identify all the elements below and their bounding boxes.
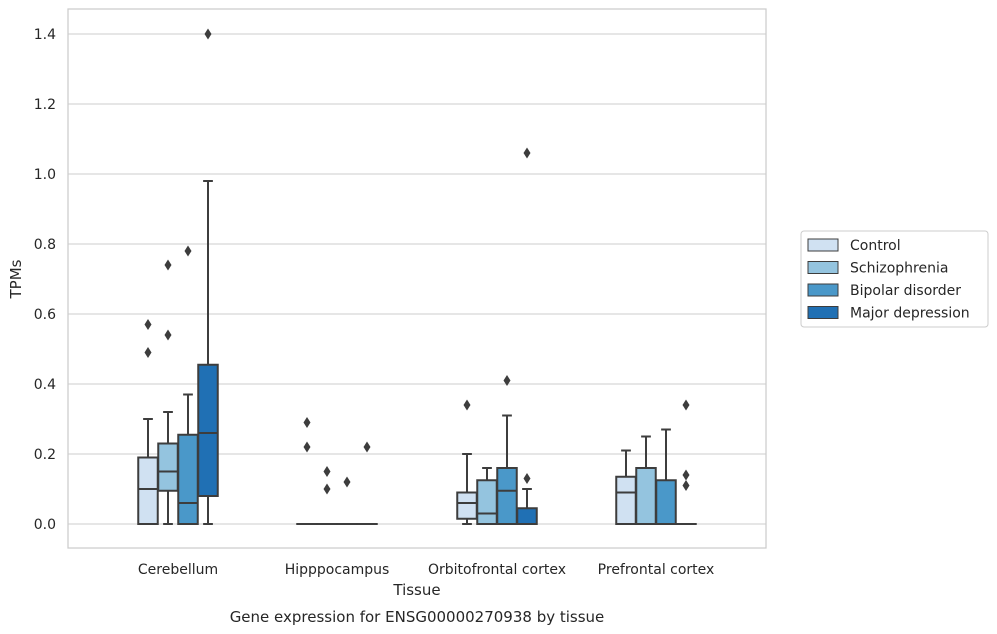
- box-1-3: [177, 245, 199, 525]
- outlier-point: [144, 319, 152, 330]
- y-tick-label: 0.8: [34, 237, 56, 253]
- legend-label: Schizophrenia: [850, 261, 948, 277]
- x-axis-label: Tissue: [392, 581, 440, 599]
- y-tick-label: 0.4: [34, 377, 56, 393]
- legend-frame: [800, 230, 989, 328]
- outlier-point: [144, 347, 152, 358]
- y-tick-labels: 0.0 0.2 0.4 0.6 0.8 1.0 1.2 1.4: [34, 27, 56, 533]
- box-body: [157, 442, 179, 492]
- legend-label: Control: [850, 238, 901, 254]
- legend-label: Bipolar disorder: [850, 283, 961, 299]
- box-4-2: [635, 435, 657, 525]
- outlier-point: [204, 28, 212, 40]
- box-2-3: [336, 476, 358, 526]
- outlier-point: [503, 375, 511, 386]
- box-body: [496, 467, 518, 525]
- outlier-point: [343, 476, 351, 488]
- x-tick-label: Cerebellum: [138, 562, 218, 578]
- y-tick-label: 0.0: [34, 517, 56, 533]
- legend-swatch: [807, 261, 839, 274]
- outlier-point: [323, 466, 331, 477]
- box-body: [197, 363, 219, 497]
- legend-swatch: [807, 238, 839, 252]
- outlier-point: [363, 441, 371, 453]
- box-4-3: [655, 428, 677, 525]
- x-tick-label: Prefrontal cortex: [598, 562, 715, 578]
- legend-label: Major depression: [850, 306, 970, 322]
- box-body: [177, 433, 199, 525]
- legend-swatch: [807, 283, 839, 297]
- box-body: [137, 456, 159, 525]
- y-tick-label: 0.2: [34, 447, 56, 463]
- outlier-point: [523, 473, 531, 484]
- x-tick-labels: Cerebellum Hipppocampus Orbitofrontal cort…: [138, 562, 714, 578]
- box-body: [476, 479, 498, 525]
- outlier-point: [303, 417, 311, 428]
- box-2-4: [356, 441, 378, 526]
- box-1-4: [197, 28, 219, 525]
- box-1-1: [137, 319, 159, 525]
- legend-swatch: [807, 306, 839, 319]
- plot-frame: [67, 8, 767, 549]
- outlier-point: [184, 245, 192, 257]
- y-axis-label: TPMs: [7, 259, 25, 299]
- y-tick-label: 1.2: [34, 97, 56, 113]
- box-body: [456, 491, 478, 520]
- legend: Control Schizophrenia Bipolar disorder Majo…: [800, 230, 989, 328]
- box-3-3: [496, 375, 518, 525]
- boxes-layer: [137, 28, 697, 526]
- outlier-point: [523, 147, 531, 159]
- box-body: [655, 479, 677, 525]
- y-tick-label: 1.4: [34, 27, 56, 43]
- outlier-point: [323, 483, 331, 495]
- outlier-point: [303, 441, 311, 453]
- y-tick-label: 1.0: [34, 167, 56, 183]
- outlier-point: [682, 469, 690, 481]
- box-body: [516, 507, 538, 525]
- box-3-1: [456, 399, 478, 525]
- box-1-2: [157, 259, 179, 525]
- outlier-point: [164, 259, 172, 271]
- y-tick-label: 0.6: [34, 307, 56, 323]
- box-body: [635, 467, 657, 525]
- x-tick-label: Orbitofrontal cortex: [428, 562, 566, 578]
- legend-items: Control Schizophrenia Bipolar disorder Majo…: [807, 238, 970, 322]
- box-3-2: [476, 467, 498, 525]
- outlier-point: [463, 399, 471, 411]
- x-tick-label: Hipppocampus: [285, 562, 390, 578]
- box-body: [615, 475, 637, 525]
- outlier-point: [164, 329, 172, 341]
- box-3-4: [516, 147, 538, 525]
- outlier-point: [682, 399, 690, 411]
- outlier-point: [682, 480, 690, 491]
- chart-caption: Gene expression for ENSG00000270938 by t…: [230, 608, 605, 626]
- box-4-4: [675, 399, 697, 526]
